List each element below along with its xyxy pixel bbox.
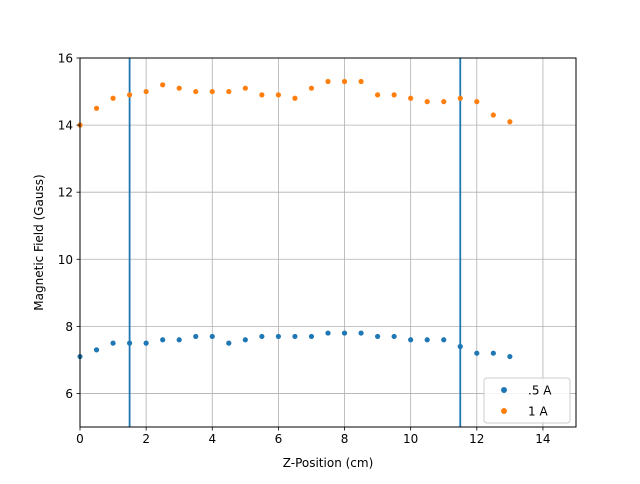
x-axis-ticks: 0 2 4 6 8 10 12 14: [76, 427, 551, 446]
data-point: [441, 99, 447, 105]
data-point: [275, 92, 281, 98]
data-point: [160, 337, 166, 343]
data-point: [341, 330, 348, 336]
data-point: [358, 330, 364, 336]
data-point: [391, 333, 397, 340]
reference-lines: [128, 58, 462, 427]
data-point: [375, 92, 381, 98]
data-point: [424, 337, 430, 343]
data-point: [93, 105, 100, 111]
data-point: [275, 333, 281, 340]
data-points: [77, 78, 513, 360]
data-point: [143, 88, 149, 95]
data-point: [308, 333, 315, 340]
data-point: [507, 353, 513, 360]
data-point: [408, 337, 414, 343]
data-point: [325, 78, 331, 85]
x-tick-label: 0: [76, 432, 84, 446]
data-point: [490, 350, 496, 356]
legend: .5 A 1 A: [483, 377, 571, 424]
x-tick-label: 14: [535, 432, 550, 446]
data-point: [143, 340, 149, 346]
data-point: [209, 333, 215, 340]
x-tick-label: 8: [341, 432, 349, 446]
data-point: [358, 78, 364, 85]
data-point: [176, 337, 182, 343]
data-point: [160, 82, 166, 88]
data-point: [110, 95, 116, 101]
data-point: [176, 85, 182, 91]
data-point: [474, 350, 480, 356]
data-point: [490, 112, 496, 118]
data-point: [193, 333, 199, 340]
data-point: [457, 95, 463, 101]
data-point: [507, 119, 513, 125]
legend-box: [483, 377, 571, 424]
y-axis-ticks: 6 8 10 12 14 16: [58, 52, 80, 401]
data-point: [441, 337, 447, 343]
y-tick-label: 12: [58, 186, 73, 200]
data-point: [408, 95, 414, 101]
series-1: [77, 78, 513, 128]
x-tick-label: 6: [275, 432, 283, 446]
data-point: [226, 340, 232, 346]
data-point: [292, 333, 298, 340]
data-point: [457, 343, 463, 350]
data-point: [259, 92, 265, 98]
legend-label-series-1: 1 A: [528, 405, 548, 419]
x-tick-label: 2: [142, 432, 150, 446]
data-point: [341, 78, 348, 85]
legend-marker-series-1: [501, 408, 507, 414]
data-point: [127, 92, 133, 98]
legend-label-series-0: .5 A: [528, 384, 552, 398]
y-tick-label: 14: [58, 119, 73, 133]
x-tick-label: 10: [403, 432, 418, 446]
plot-frame: [79, 57, 577, 428]
data-point: [292, 95, 298, 101]
legend-marker-series-0: [501, 387, 507, 393]
x-tick-label: 4: [208, 432, 216, 446]
y-tick-label: 10: [58, 253, 73, 267]
data-point: [242, 337, 248, 343]
y-axis-label: Magnetic Field (Gauss): [32, 174, 46, 310]
y-tick-label: 16: [58, 52, 73, 66]
data-point: [110, 340, 116, 346]
data-point: [226, 88, 232, 95]
data-point: [325, 330, 331, 336]
data-point: [242, 85, 248, 91]
data-point: [259, 333, 265, 340]
data-point: [93, 347, 100, 353]
series-0: [77, 330, 513, 360]
data-point: [391, 92, 397, 98]
data-point: [424, 99, 430, 105]
y-tick-label: 6: [65, 387, 73, 401]
data-point: [474, 99, 480, 105]
data-point: [308, 85, 315, 91]
y-tick-label: 8: [65, 320, 73, 334]
data-point: [127, 340, 133, 346]
x-tick-label: 12: [469, 432, 484, 446]
data-point: [375, 333, 381, 340]
data-point: [209, 88, 215, 95]
x-axis-label: Z-Position (cm): [283, 456, 374, 470]
data-point: [193, 88, 199, 95]
